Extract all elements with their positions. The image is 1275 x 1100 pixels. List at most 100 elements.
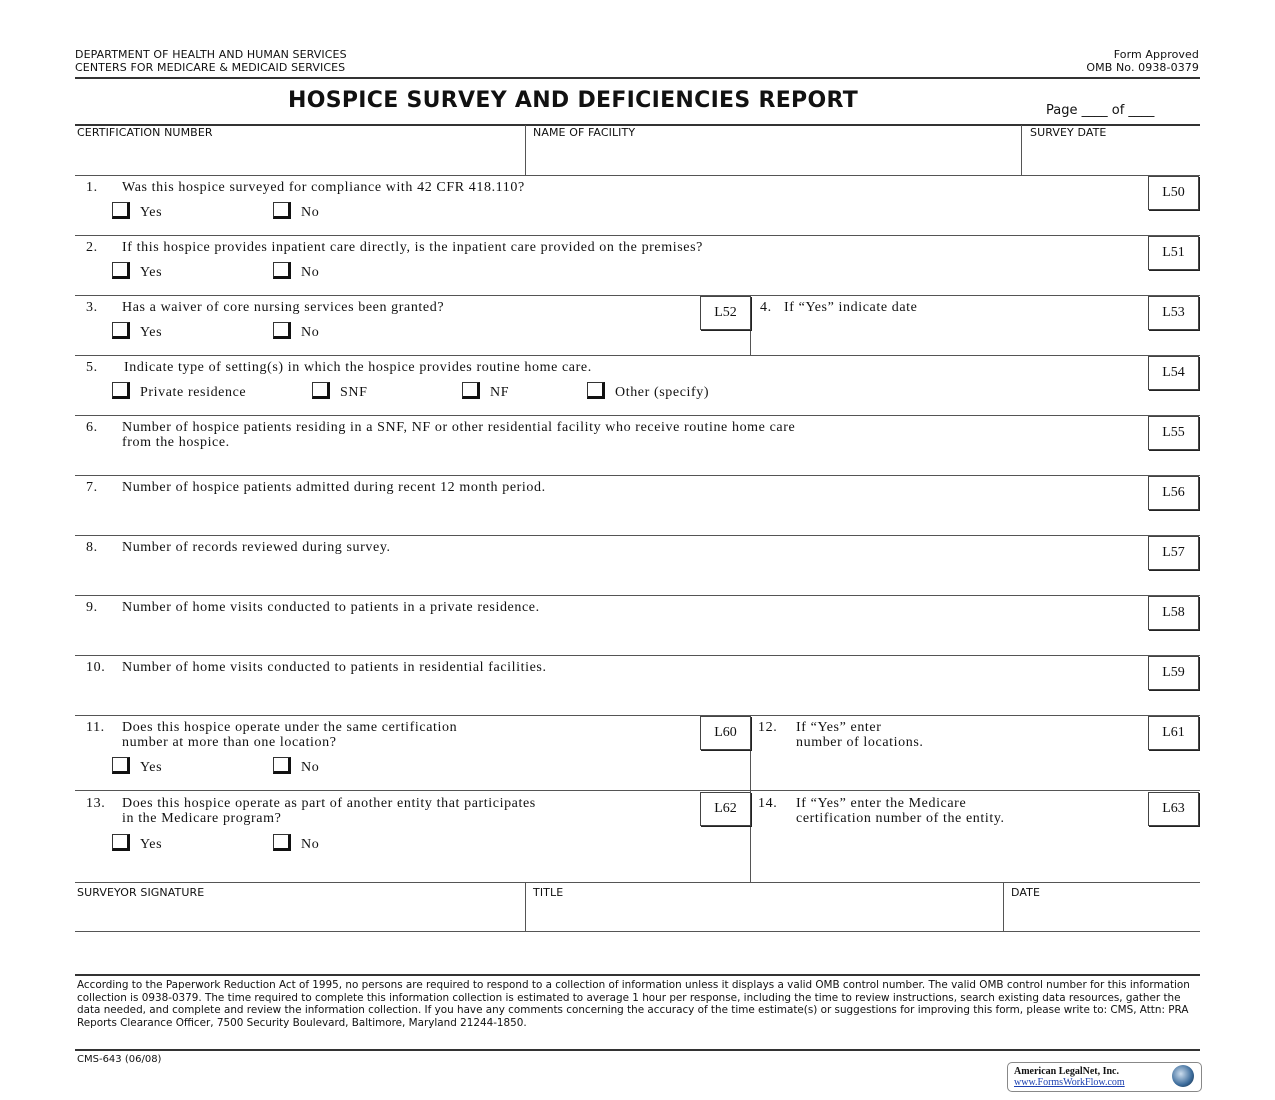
american-legalnet-logo[interactable]: American LegalNet, Inc. www.FormsWorkFlo… (1007, 1062, 1202, 1092)
checkbox-icon (112, 202, 130, 219)
divider (75, 931, 1200, 932)
divider (75, 235, 1200, 236)
code-box: L50 (1148, 176, 1199, 210)
code-box: L57 (1148, 536, 1199, 570)
text-line: number of locations. (796, 735, 924, 750)
snf-checkbox[interactable]: SNF (312, 382, 367, 401)
field-label: SURVEYOR SIGNATURE (77, 886, 205, 899)
facility-name-field[interactable]: NAME OF FACILITY (533, 126, 1018, 174)
q3-yes-checkbox[interactable]: Yes (112, 322, 162, 341)
divider (75, 595, 1200, 596)
date-field[interactable]: DATE (1011, 886, 1197, 930)
option-label: Yes (140, 205, 163, 220)
divider (75, 715, 1200, 716)
q11-yes-checkbox[interactable]: Yes (112, 757, 162, 776)
logo-company: American LegalNet, Inc. (1014, 1066, 1119, 1077)
code-box: L54 (1148, 356, 1199, 390)
question-number: 9. (86, 600, 98, 615)
divider (75, 124, 1200, 126)
question-6-text: Number of hospice patients residing in a… (122, 420, 795, 450)
paperwork-notice: According to the Paperwork Reduction Act… (77, 979, 1190, 1029)
q1-no-checkbox[interactable]: No (273, 202, 319, 221)
divider (75, 1049, 1200, 1051)
question-number: 5. (86, 360, 98, 375)
form-number: CMS-643 (06/08) (77, 1054, 162, 1065)
option-label: Private residence (140, 385, 247, 400)
option-label: No (301, 205, 320, 220)
code-box: L62 (700, 792, 751, 826)
question-number: 8. (86, 540, 98, 555)
divider (1003, 882, 1004, 932)
checkbox-icon (273, 834, 291, 851)
text-line: certification number of the entity. (796, 811, 1005, 826)
question-7-text: Number of hospice patients admitted duri… (122, 480, 546, 495)
agency-line-2: CENTERS FOR MEDICARE & MEDICAID SERVICES (75, 61, 346, 74)
waiver-date-field[interactable] (760, 318, 1145, 352)
option-label: Yes (140, 837, 163, 852)
q3-no-checkbox[interactable]: No (273, 322, 319, 341)
checkbox-icon (312, 382, 330, 399)
title-field[interactable]: TITLE (533, 886, 998, 930)
code-box: L61 (1148, 716, 1199, 750)
question-number: 4. (760, 300, 772, 315)
survey-date-field[interactable]: SURVEY DATE (1030, 126, 1198, 174)
agency-block: DEPARTMENT OF HEALTH AND HUMAN SERVICES … (75, 48, 347, 74)
code-box: L59 (1148, 656, 1199, 690)
q2-yes-checkbox[interactable]: Yes (112, 262, 162, 281)
question-3-text: Has a waiver of core nursing services be… (122, 300, 445, 315)
form-title: HOSPICE SURVEY AND DEFICIENCIES REPORT (288, 88, 859, 113)
text-line: Does this hospice operate as part of ano… (122, 796, 536, 811)
checkbox-icon (273, 322, 291, 339)
field-label: DATE (1011, 886, 1041, 899)
option-label: No (301, 325, 320, 340)
form-approved: Form Approved (1113, 48, 1199, 61)
text-line: If “Yes” enter the Medicare (796, 796, 967, 811)
divider (75, 535, 1200, 536)
page-number-field[interactable]: Page ____ of ____ (1046, 103, 1155, 118)
question-14-text: If “Yes” enter the Medicare certification… (796, 796, 1005, 826)
code-box: L52 (700, 296, 751, 330)
code-box: L53 (1148, 296, 1199, 330)
surveyor-signature-field[interactable]: SURVEYOR SIGNATURE (77, 886, 522, 930)
divider (75, 974, 1200, 976)
question-11-text: Does this hospice operate under the same… (122, 720, 457, 750)
field-label: SURVEY DATE (1030, 126, 1107, 139)
question-number: 12. (758, 720, 778, 735)
certification-number-field[interactable]: CERTIFICATION NUMBER (77, 126, 522, 174)
q13-yes-checkbox[interactable]: Yes (112, 834, 162, 853)
other-specify-checkbox[interactable]: Other (specify) (587, 382, 709, 401)
question-8-text: Number of records reviewed during survey… (122, 540, 391, 555)
logo-url-link[interactable]: www.FormsWorkFlow.com (1014, 1077, 1125, 1088)
divider (75, 175, 1200, 176)
q2-no-checkbox[interactable]: No (273, 262, 319, 281)
checkbox-icon (112, 322, 130, 339)
option-label: No (301, 265, 320, 280)
text-line: Number of hospice patients residing in a… (122, 420, 796, 435)
field-label: NAME OF FACILITY (533, 126, 636, 139)
checkbox-icon (273, 262, 291, 279)
question-number: 3. (86, 300, 98, 315)
divider (75, 655, 1200, 656)
text-line: number at more than one location? (122, 735, 337, 750)
divider (525, 125, 526, 175)
field-label: TITLE (533, 886, 564, 899)
q13-no-checkbox[interactable]: No (273, 834, 319, 853)
agency-line-1: DEPARTMENT OF HEALTH AND HUMAN SERVICES (75, 48, 347, 61)
option-label: Yes (140, 325, 163, 340)
nf-checkbox[interactable]: NF (462, 382, 509, 401)
divider (75, 295, 1200, 296)
checkbox-icon (112, 382, 130, 399)
q1-yes-checkbox[interactable]: Yes (112, 202, 162, 221)
checkbox-icon (273, 757, 291, 774)
field-label: CERTIFICATION NUMBER (77, 126, 213, 139)
divider (75, 415, 1200, 416)
divider (75, 882, 1200, 883)
private-residence-checkbox[interactable]: Private residence (112, 382, 246, 401)
question-9-text: Number of home visits conducted to patie… (122, 600, 540, 615)
globe-icon (1172, 1065, 1194, 1087)
question-number: 14. (758, 796, 778, 811)
divider (75, 355, 1200, 356)
q11-no-checkbox[interactable]: No (273, 757, 319, 776)
code-box: L56 (1148, 476, 1199, 510)
